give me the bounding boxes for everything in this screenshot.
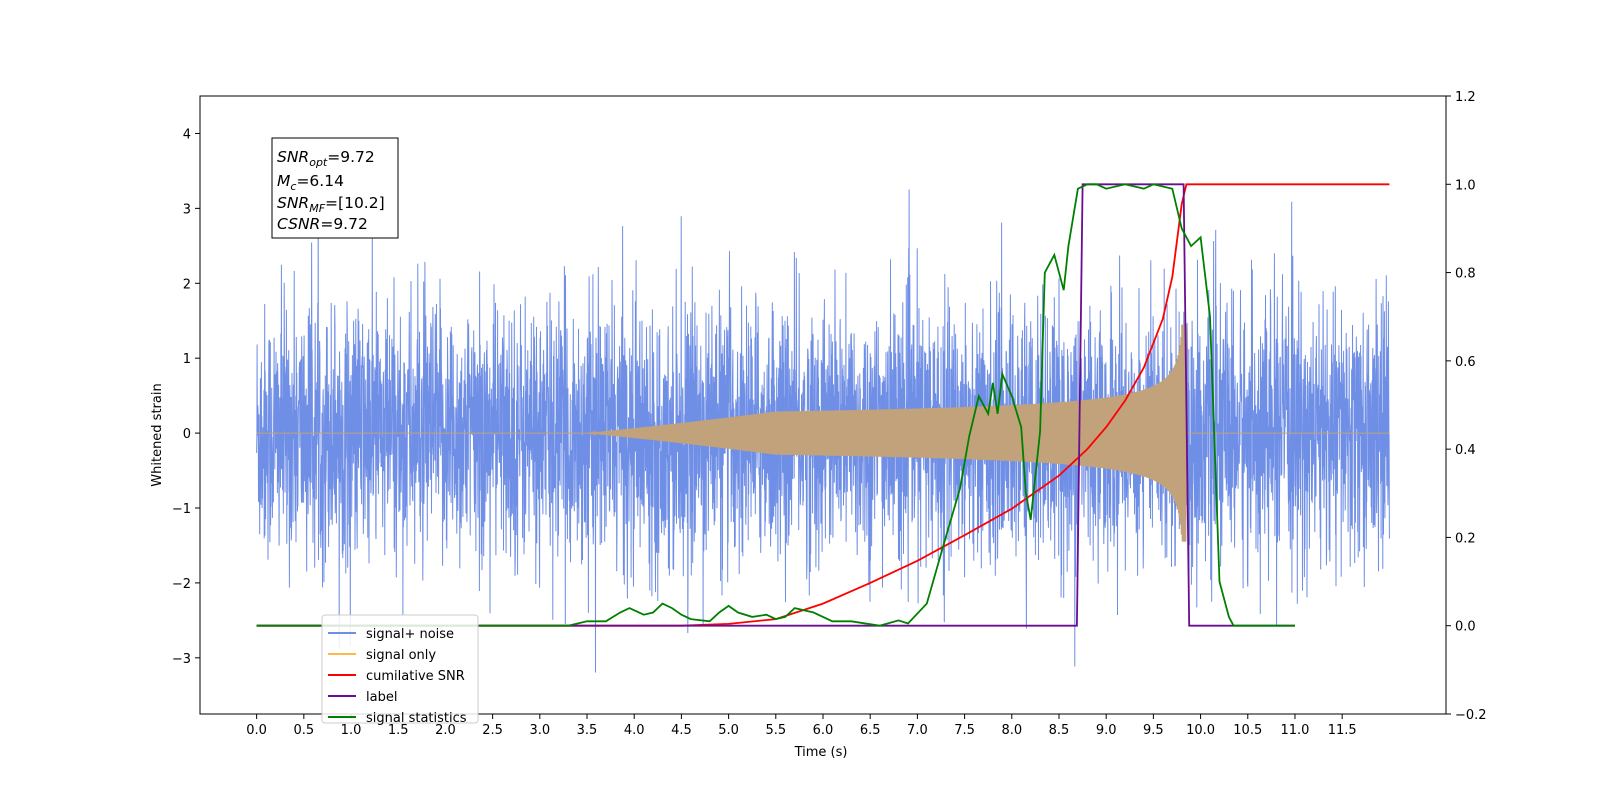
legend-entry: cumilative SNR: [328, 669, 465, 684]
y2-tick-label: 0.8: [1455, 267, 1476, 282]
series-signal-plus-noise: [256, 189, 1390, 673]
y2-tick-label: 1.2: [1455, 90, 1476, 105]
x-tick-label: 6.0: [813, 723, 834, 738]
y2-tick-label: 0.6: [1455, 355, 1476, 370]
legend-label: signal only: [366, 648, 436, 663]
x-axis: 0.0 0.5 1.0 1.5 2.0 2.5 3.0 3.5 4.0 4.5 5.0 5.5 6.0 6…: [246, 714, 1357, 738]
legend-label: cumilative SNR: [366, 669, 465, 684]
x-tick-label: 1.5: [388, 723, 409, 738]
x-tick-label: 4.0: [624, 723, 645, 738]
x-tick-label: 7.0: [907, 723, 928, 738]
series-signal-statistics: [256, 183, 1295, 627]
x-tick-label: 7.5: [954, 723, 975, 738]
y-tick-label: −3: [172, 652, 191, 667]
y-axis-right: −0.2 0.0 0.2 0.4 0.6 0.8 1.0 1.2: [1446, 90, 1487, 723]
legend-label: signal+ noise: [366, 627, 454, 642]
y-tick-label: 0: [183, 427, 191, 442]
y-axis-left: −3 −2 −1 0 1 2 3 4: [172, 127, 200, 667]
legend-entry: signal only: [328, 648, 436, 663]
x-tick-label: 8.0: [1001, 723, 1022, 738]
annotation-csnr: CSNR=9.72: [277, 215, 368, 233]
y-tick-label: −1: [172, 502, 191, 517]
x-tick-label: 6.5: [860, 723, 881, 738]
x-tick-label: 2.0: [435, 723, 456, 738]
y-tick-label: 3: [183, 202, 191, 217]
x-tick-label: 0.0: [246, 723, 267, 738]
series-signal-only: [256, 324, 1390, 542]
x-tick-label: 0.5: [293, 723, 314, 738]
y2-tick-label: 1.0: [1455, 178, 1476, 193]
legend-label: signal statistics: [366, 711, 467, 726]
series-layer: [256, 183, 1390, 673]
x-tick-label: 5.0: [718, 723, 739, 738]
x-tick-label: 10.0: [1186, 723, 1215, 738]
y2-tick-label: 0.0: [1455, 620, 1476, 635]
x-tick-label: 1.0: [341, 723, 362, 738]
series-label: [256, 183, 1295, 627]
y-tick-label: −2: [172, 577, 191, 592]
legend-entry: signal+ noise: [328, 627, 454, 642]
y2-tick-label: 0.2: [1455, 531, 1476, 546]
y2-tick-label: 0.4: [1455, 443, 1476, 458]
x-tick-label: 3.5: [577, 723, 598, 738]
annotation-mc: Mc=6.14: [277, 172, 344, 193]
x-tick-label: 2.5: [482, 723, 503, 738]
y2-tick-label: −0.2: [1455, 708, 1487, 723]
x-tick-label: 9.0: [1096, 723, 1117, 738]
annotation-snr-opt: SNRopt=9.72: [277, 148, 375, 169]
x-tick-label: 10.5: [1233, 723, 1262, 738]
x-tick-label: 9.5: [1143, 723, 1164, 738]
legend-entry: label: [328, 690, 397, 705]
x-axis-title: Time (s): [794, 745, 848, 760]
x-tick-label: 4.5: [671, 723, 692, 738]
annotation-box: SNRopt=9.72 Mc=6.14 SNRMF=[10.2] CSNR=9.…: [271, 137, 399, 239]
x-tick-label: 3.0: [529, 723, 550, 738]
x-tick-label: 5.5: [765, 723, 786, 738]
x-tick-label: 11.5: [1328, 723, 1357, 738]
legend-entry: signal statistics: [328, 711, 467, 726]
y-tick-label: 1: [183, 352, 191, 367]
y-axis-title: Whitened strain: [150, 383, 165, 486]
y-tick-label: 4: [183, 127, 191, 142]
x-tick-label: 8.5: [1049, 723, 1070, 738]
x-tick-label: 11.0: [1280, 723, 1309, 738]
annotation-snr-mf: SNRMF=[10.2]: [277, 194, 385, 215]
legend-label: label: [366, 690, 397, 705]
legend: signal+ noise signal only cumilative SNR la…: [321, 614, 479, 726]
y-tick-label: 2: [183, 277, 191, 292]
